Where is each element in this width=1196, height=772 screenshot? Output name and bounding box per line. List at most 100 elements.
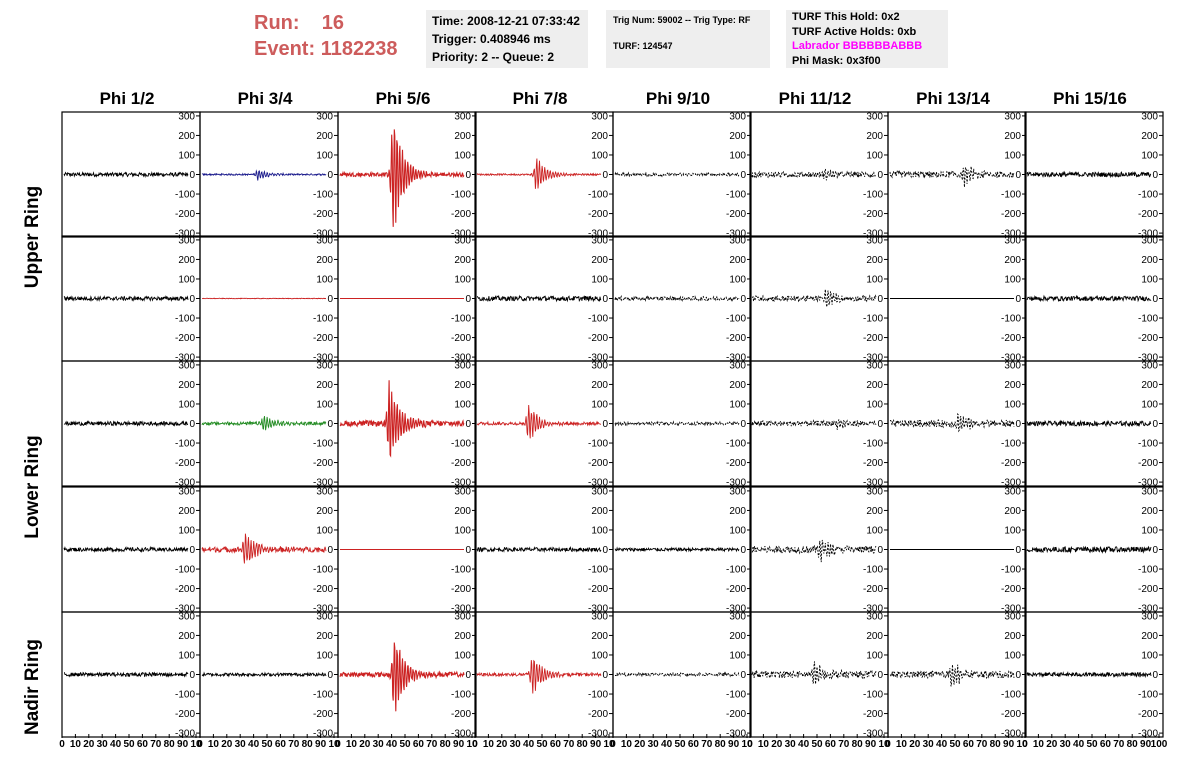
event-value: 1182238: [320, 38, 398, 60]
x-tick-label: 20: [221, 739, 233, 750]
waveform-trace: [339, 642, 465, 712]
x-tick-label: 90: [315, 739, 327, 750]
y-tick-label: 100: [454, 150, 471, 161]
y-tick-label: -100: [1001, 565, 1021, 576]
x-tick-label: 10: [190, 739, 202, 750]
x-tick-label: 10: [483, 739, 495, 750]
x-tick-label: 70: [1113, 739, 1125, 750]
y-tick-label: 300: [1004, 486, 1021, 497]
y-tick-label: -300: [863, 478, 883, 489]
x-tick-label: 20: [771, 739, 783, 750]
y-tick-label: -100: [726, 190, 746, 201]
y-tick-label: -300: [726, 478, 746, 489]
x-tick-label: 40: [110, 739, 122, 750]
y-tick-label: -300: [1001, 229, 1021, 240]
x-tick-label: 50: [399, 739, 411, 750]
y-tick-label: 100: [178, 274, 195, 285]
y-tick-label: 200: [591, 380, 608, 391]
y-tick-label: -200: [1001, 209, 1021, 220]
y-tick-label: -200: [726, 333, 746, 344]
y-tick-label: 300: [454, 486, 471, 497]
waveform-trace: [202, 297, 327, 300]
panel-frame: [337, 111, 477, 238]
x-tick-label: 60: [137, 739, 149, 750]
y-tick-label: 0: [327, 545, 333, 556]
y-tick-label: -300: [313, 729, 333, 740]
waveform-trace: [476, 158, 602, 189]
y-tick-label: -200: [175, 209, 195, 220]
waveform-trace: [889, 664, 1015, 687]
x-tick-label: 0: [747, 739, 753, 750]
waveform-trace: [339, 129, 465, 227]
y-tick-label: -200: [726, 709, 746, 720]
x-tick-label: 0: [610, 739, 616, 750]
y-tick-label: 200: [454, 380, 471, 391]
x-tick-label: 60: [413, 739, 425, 750]
y-tick-label: 200: [866, 380, 883, 391]
x-tick-label: 60: [275, 739, 287, 750]
waveform-trace: [751, 419, 877, 430]
trig-num-text: Trig Num: 59002 -- Trig Type: RF: [613, 15, 751, 25]
y-tick-label: 200: [866, 131, 883, 142]
waveform-trace: [201, 169, 327, 181]
y-tick-label: -100: [175, 314, 195, 325]
y-tick-label: 100: [316, 650, 333, 661]
y-tick-label: -200: [726, 209, 746, 220]
y-tick-label: -300: [863, 604, 883, 615]
y-tick-label: -100: [863, 314, 883, 325]
x-tick-label: 90: [177, 739, 189, 750]
y-tick-label: 100: [316, 150, 333, 161]
panel-frame: [887, 360, 1027, 487]
y-tick-label: 0: [740, 545, 746, 556]
waveform-trace: [1026, 294, 1152, 303]
x-tick-label: 20: [496, 739, 508, 750]
x-tick-label: 30: [235, 739, 247, 750]
waveform-trace: [614, 671, 740, 678]
x-tick-label: 30: [373, 739, 385, 750]
y-tick-label: 0: [602, 670, 608, 681]
y-tick-label: 0: [1152, 294, 1158, 305]
y-tick-label: 0: [877, 670, 883, 681]
y-tick-label: -200: [175, 584, 195, 595]
y-tick-label: -100: [726, 690, 746, 701]
y-tick-label: 300: [178, 111, 195, 122]
y-tick-label: -300: [1001, 604, 1021, 615]
y-tick-label: 300: [316, 360, 333, 371]
y-tick-label: -300: [175, 353, 195, 364]
y-tick-label: 200: [178, 380, 195, 391]
x-tick-label: 50: [811, 739, 823, 750]
y-tick-label: -200: [863, 458, 883, 469]
x-tick-label: 50: [674, 739, 686, 750]
y-tick-label: 200: [316, 631, 333, 642]
waveform-trace: [614, 294, 740, 303]
y-tick-label: 300: [591, 360, 608, 371]
event-label: Event:: [254, 38, 316, 60]
waveform-trace: [201, 671, 327, 678]
y-tick-label: 200: [1141, 631, 1158, 642]
labrador-text: Labrador BBBBBBABBB: [792, 40, 923, 52]
y-tick-label: -200: [451, 209, 471, 220]
y-tick-label: -200: [175, 333, 195, 344]
y-tick-label: 300: [591, 235, 608, 246]
y-tick-label: 300: [866, 111, 883, 122]
y-tick-label: -200: [588, 209, 608, 220]
y-tick-label: 300: [1004, 360, 1021, 371]
y-tick-label: 0: [1015, 670, 1021, 681]
turf-active-holds-text: TURF Active Holds: 0xb: [792, 25, 917, 38]
y-tick-label: -100: [313, 190, 333, 201]
y-tick-label: 100: [729, 274, 746, 285]
y-tick-label: 100: [866, 525, 883, 536]
x-tick-label: 40: [798, 739, 810, 750]
y-tick-label: 100: [729, 399, 746, 410]
time-text: Time: 2008-12-21 07:33:42: [432, 14, 580, 28]
y-tick-label: 300: [178, 611, 195, 622]
y-tick-label: -100: [726, 439, 746, 450]
run-label: Run:: [254, 12, 300, 34]
x-tick-label: 80: [1127, 739, 1139, 750]
y-tick-label: 300: [178, 360, 195, 371]
y-tick-label: -100: [175, 439, 195, 450]
column-header: Phi 15/16: [1053, 89, 1127, 108]
waveform-trace: [751, 168, 877, 181]
y-tick-label: 300: [866, 611, 883, 622]
